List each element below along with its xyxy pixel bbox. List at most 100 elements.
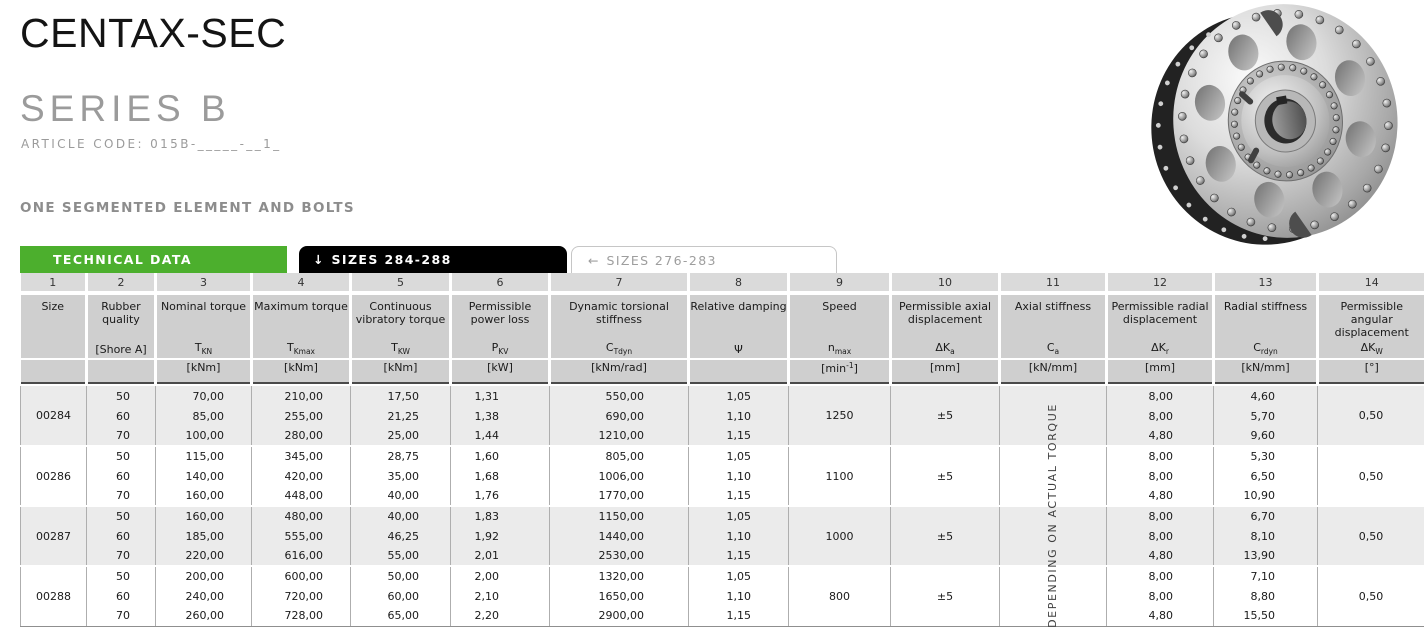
column-unit: [kW] — [450, 358, 551, 384]
size-cell: 00284 — [20, 386, 87, 447]
torsional-stiffness-cell: 1650,00 — [549, 586, 689, 606]
column-symbol: ΔKa — [890, 339, 1001, 359]
column-symbol: nmax — [788, 339, 892, 359]
power-loss-cell: 1,76 — [450, 486, 550, 507]
maximum-torque-cell: 255,00 — [251, 406, 351, 426]
column-unit — [20, 358, 88, 384]
column-number: 1 — [20, 273, 88, 295]
nominal-torque-cell: 160,00 — [155, 506, 252, 526]
table-row: 00287 50 160,00 480,00 40,00 1,83 1150,0… — [20, 506, 1424, 567]
nominal-torque-cell: 85,00 — [155, 406, 252, 426]
column-unit: [°] — [1317, 358, 1424, 384]
axial-stiffness-cell — [999, 566, 1107, 627]
article-code: ARTICLE CODE: 015B-_____-__1_ — [21, 137, 282, 151]
size-group-00284: 00284 50 70,00 210,00 17,50 1,31 550,00 … — [20, 386, 1424, 447]
angular-displacement-cell: 0,50 — [1317, 506, 1424, 567]
shore-cell: 70 — [86, 486, 156, 507]
power-loss-cell: 2,10 — [450, 586, 550, 606]
column-unit — [86, 358, 157, 384]
power-loss-cell: 2,20 — [450, 606, 550, 627]
table-row: 60 240,00 720,00 60,00 2,10 1650,00 1,10… — [21, 586, 1424, 606]
column-symbol: TKN — [155, 339, 253, 359]
column-number: 13 — [1213, 273, 1319, 295]
axial-displacement-cell: ±5 — [890, 446, 1000, 507]
column-name: Axial stiffness — [999, 293, 1108, 339]
tab-sizes-276-283[interactable]: ← SIZES 276-283 — [571, 246, 837, 273]
column-symbol — [20, 339, 88, 359]
column-unit: [kN/mm] — [999, 358, 1108, 384]
torsional-stiffness-cell: 2900,00 — [549, 606, 689, 627]
column-unit: [kNm/rad] — [549, 358, 690, 384]
column-name: Dynamic torsional stiffness — [549, 293, 690, 339]
maximum-torque-cell: 728,00 — [251, 606, 351, 627]
radial-displacement-cell: 8,00 — [1106, 386, 1214, 406]
vibratory-torque-cell: 60,00 — [350, 586, 451, 606]
column-unit: [mm] — [1106, 358, 1215, 384]
column-symbol: ΔKr — [1106, 339, 1215, 359]
radial-stiffness-cell: 8,80 — [1213, 586, 1318, 606]
radial-displacement-cell: 8,00 — [1106, 526, 1214, 546]
column-unit-row: [kNm] [kNm] [kNm] [kW] [kNm/rad] [min-1]… — [20, 358, 1424, 384]
radial-stiffness-cell: 5,30 — [1213, 446, 1318, 466]
radial-displacement-cell: 8,00 — [1106, 406, 1214, 426]
shore-cell: 60 — [86, 526, 156, 546]
table-row: 70 220,00 616,00 55,00 2,01 2530,00 1,15… — [21, 546, 1424, 567]
vibratory-torque-cell: 65,00 — [350, 606, 451, 627]
radial-displacement-cell: 4,80 — [1106, 546, 1214, 567]
shore-cell: 70 — [86, 546, 156, 567]
vibratory-torque-cell: 17,50 — [350, 386, 451, 406]
column-symbol: Ψ — [688, 339, 790, 359]
column-number: 4 — [251, 273, 352, 295]
torsional-stiffness-cell: 1210,00 — [549, 426, 689, 447]
power-loss-cell: 1,31 — [450, 386, 550, 406]
column-number: 10 — [890, 273, 1001, 295]
radial-displacement-cell: 8,00 — [1106, 446, 1214, 466]
column-number: 14 — [1317, 273, 1424, 295]
maximum-torque-cell: 600,00 — [251, 566, 351, 586]
torsional-stiffness-cell: 550,00 — [549, 386, 689, 406]
vibratory-torque-cell: 21,25 — [350, 406, 451, 426]
radial-stiffness-cell: 4,60 — [1213, 386, 1318, 406]
tab-technical-data[interactable]: TECHNICAL DATA — [20, 246, 287, 273]
nominal-torque-cell: 260,00 — [155, 606, 252, 627]
axial-stiffness-cell — [999, 446, 1107, 507]
column-unit: [kNm] — [251, 358, 352, 384]
power-loss-cell: 1,83 — [450, 506, 550, 526]
shore-cell: 60 — [86, 586, 156, 606]
coupling-illustration — [1151, 4, 1398, 245]
left-arrow-icon: ← — [588, 252, 599, 268]
maximum-torque-cell: 720,00 — [251, 586, 351, 606]
radial-stiffness-cell: 9,60 — [1213, 426, 1318, 447]
torsional-stiffness-cell: 1006,00 — [549, 466, 689, 486]
maximum-torque-cell: 420,00 — [251, 466, 351, 486]
table-row: 00286 50 115,00 345,00 28,75 1,60 805,00… — [20, 446, 1424, 507]
column-unit: [kNm] — [155, 358, 253, 384]
column-name: Relative damping — [688, 293, 790, 339]
axial-displacement-cell: ±5 — [890, 386, 1000, 447]
radial-stiffness-cell: 5,70 — [1213, 406, 1318, 426]
column-number: 11 — [999, 273, 1108, 295]
column-symbol: ΔKW — [1317, 339, 1424, 359]
column-symbol-row: [Shore A] TKN TKmax TKW PKV CTdyn Ψ nmax… — [20, 339, 1424, 359]
page-title: CENTAX-SEC — [20, 10, 287, 56]
nominal-torque-cell: 140,00 — [155, 466, 252, 486]
column-number: 3 — [155, 273, 253, 295]
radial-stiffness-cell: 15,50 — [1213, 606, 1318, 627]
damping-cell: 1,10 — [688, 466, 789, 486]
column-name: Permissible axial displacement — [890, 293, 1001, 339]
column-symbol: [Shore A] — [86, 339, 157, 359]
radial-displacement-cell: 8,00 — [1106, 566, 1214, 586]
column-name: Permissible radial displacement — [1106, 293, 1215, 339]
maximum-torque-cell: 210,00 — [251, 386, 351, 406]
column-unit: [min-1] — [788, 358, 892, 384]
down-arrow-icon: ↓ — [313, 252, 324, 267]
torsional-stiffness-cell: 805,00 — [549, 446, 689, 466]
column-symbol: Ca — [999, 339, 1108, 359]
torsional-stiffness-cell: 1440,00 — [549, 526, 689, 546]
damping-cell: 1,10 — [688, 586, 789, 606]
damping-cell: 1,10 — [688, 406, 789, 426]
table-row: 70 100,00 280,00 25,00 1,44 1210,00 1,15… — [21, 426, 1424, 447]
nominal-torque-cell: 160,00 — [155, 486, 252, 507]
maximum-torque-cell: 616,00 — [251, 546, 351, 567]
tab-sizes-284-288[interactable]: ↓ SIZES 284-288 — [299, 246, 567, 273]
